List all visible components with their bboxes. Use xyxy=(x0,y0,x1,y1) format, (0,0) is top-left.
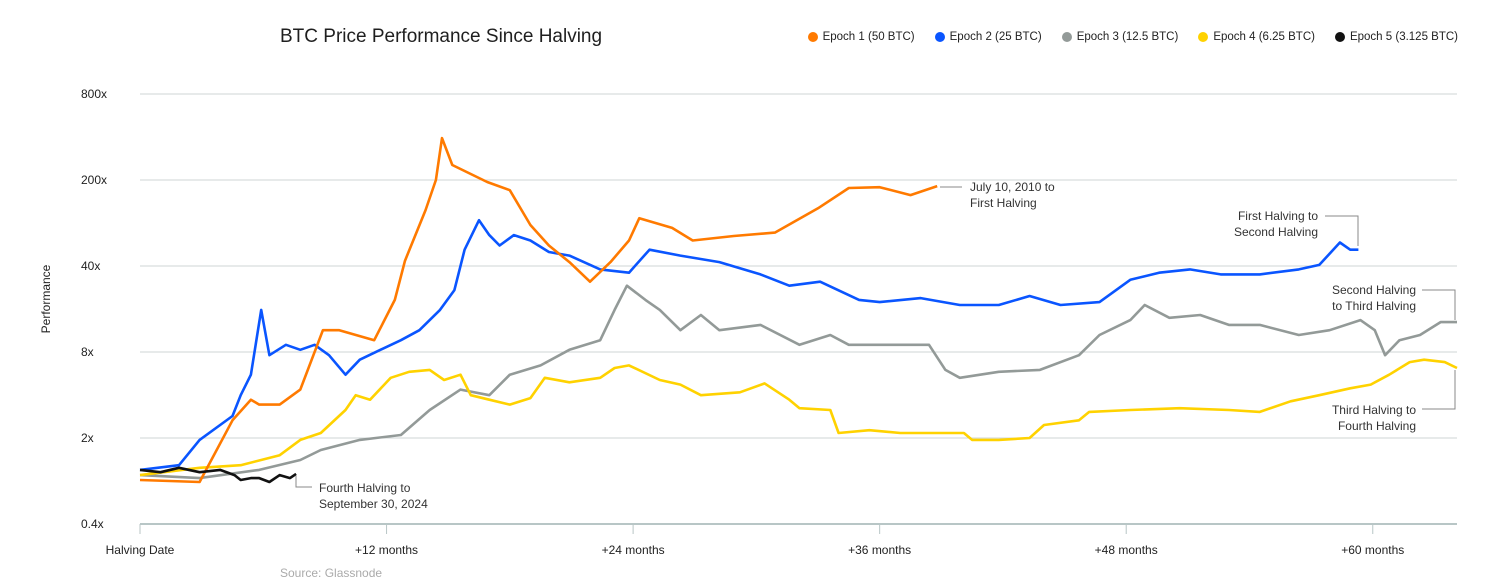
x-tick-label: +36 months xyxy=(848,543,911,557)
legend-item-epoch-4: Epoch 4 (6.25 BTC) xyxy=(1198,31,1315,43)
annotation-text: Third Halving to xyxy=(1332,403,1416,417)
y-tick-label: 2x xyxy=(81,431,94,445)
legend-label: Epoch 5 (3.125 BTC) xyxy=(1349,31,1458,43)
annotation-leader-line xyxy=(1325,215,1359,246)
series-line-epoch-2 xyxy=(139,218,1359,472)
annotation-text: Second Halving xyxy=(1332,283,1416,297)
legend-swatch xyxy=(934,32,945,42)
legend-item-epoch-1: Epoch 1 (50 BTC) xyxy=(807,31,915,43)
annotation-text: to Third Halving xyxy=(1332,299,1416,313)
annotation-text: First Halving xyxy=(970,196,1037,210)
annotation-text: First Halving to xyxy=(1238,209,1318,223)
legend-item-epoch-2: Epoch 2 (25 BTC) xyxy=(934,31,1042,43)
annotation-text: Fourth Halving xyxy=(1338,419,1416,433)
legend-swatch xyxy=(1198,32,1209,42)
y-tick-label: 40x xyxy=(81,259,100,273)
series-line-epoch-3 xyxy=(139,284,1457,480)
series-line-epoch-4 xyxy=(139,358,1458,477)
annotation-text: September 30, 2024 xyxy=(319,497,428,511)
annotation-leader-line xyxy=(1422,289,1456,320)
legend-item-epoch-5: Epoch 5 (3.125 BTC) xyxy=(1334,31,1458,43)
x-tick-label: +60 months xyxy=(1341,543,1404,557)
y-tick-label: 0.4x xyxy=(81,517,104,531)
legend-swatch xyxy=(1334,32,1345,42)
series-line-epoch-5 xyxy=(139,466,297,484)
legend-label: Epoch 3 (12.5 BTC) xyxy=(1076,31,1179,43)
annotation-text: Second Halving xyxy=(1234,225,1318,239)
annotation-leader-line xyxy=(295,476,312,488)
x-tick-label: +12 months xyxy=(355,543,418,557)
x-tick-label: Halving Date xyxy=(106,543,175,557)
x-tick-label: +48 months xyxy=(1095,543,1158,557)
annotation-text: July 10, 2010 to xyxy=(970,180,1055,194)
legend-item-epoch-3: Epoch 3 (12.5 BTC) xyxy=(1061,31,1179,43)
x-tick-label: +24 months xyxy=(602,543,665,557)
chart-title: BTC Price Performance Since Halving xyxy=(280,26,603,47)
source-note: Source: Glassnode xyxy=(280,566,383,577)
legend-label: Epoch 1 (50 BTC) xyxy=(822,31,915,43)
y-tick-label: 8x xyxy=(81,345,94,359)
legend-label: Epoch 2 (25 BTC) xyxy=(949,31,1042,43)
legend: Epoch 1 (50 BTC) Epoch 2 (25 BTC) Epoch 3 … xyxy=(807,31,1458,43)
legend-swatch xyxy=(1061,32,1072,42)
legend-label: Epoch 4 (6.25 BTC) xyxy=(1213,31,1315,43)
annotation-leader-line xyxy=(1422,370,1456,410)
series-line-epoch-1 xyxy=(139,136,938,484)
legend-swatch xyxy=(807,32,818,42)
y-tick-label: 200x xyxy=(81,173,107,187)
annotation-text: Fourth Halving to xyxy=(319,481,411,495)
y-tick-label: 800x xyxy=(81,87,107,101)
